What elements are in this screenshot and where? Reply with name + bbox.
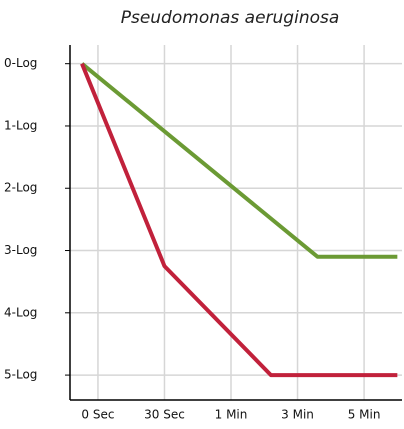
chart-title: Pseudomonas aeruginosa [121, 8, 340, 28]
y-tick-label: 4-Log [4, 305, 37, 319]
y-tick-label: 1-Log [4, 118, 37, 132]
y-tick-label: 2-Log [4, 181, 37, 195]
x-tick-label: 5 Min [348, 408, 381, 422]
x-tick-label: 1 Min [215, 408, 248, 422]
y-tick-label: 3-Log [4, 243, 37, 257]
y-tick-label: 5-Log [4, 368, 37, 382]
x-tick-label: 3 Min [281, 408, 314, 422]
x-tick-label: 30 Sec [144, 408, 185, 422]
data-line [80, 62, 398, 259]
y-tick-label: 0-Log [4, 56, 37, 70]
data-line [80, 62, 398, 378]
x-tick-label: 0 Sec [81, 408, 114, 422]
